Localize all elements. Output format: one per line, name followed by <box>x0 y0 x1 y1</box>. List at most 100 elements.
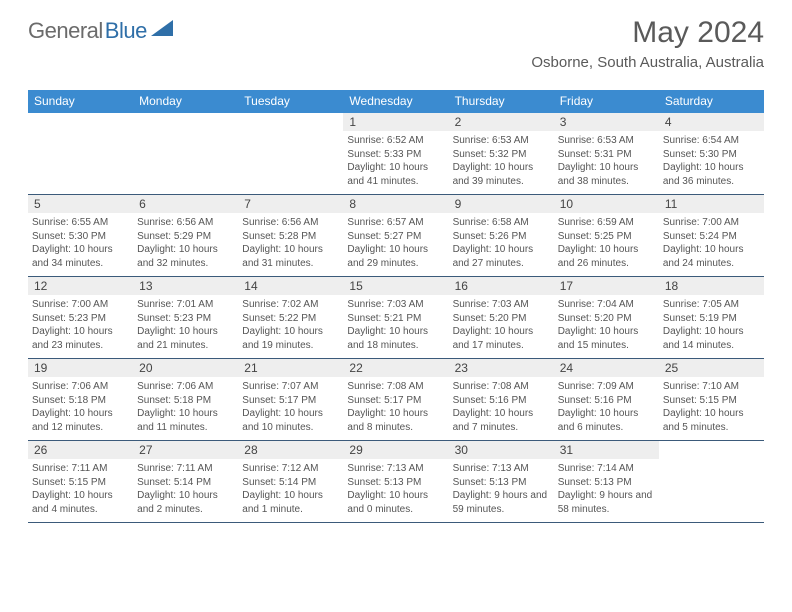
daylight-line: Daylight: 10 hours and 32 minutes. <box>137 243 234 270</box>
day-number: 9 <box>449 195 554 213</box>
day-details: Sunrise: 6:53 AMSunset: 5:32 PMDaylight:… <box>453 134 550 188</box>
daylight-line: Daylight: 10 hours and 11 minutes. <box>137 407 234 434</box>
day-number: 22 <box>343 359 448 377</box>
sunset-line: Sunset: 5:15 PM <box>663 394 760 408</box>
day-number: 23 <box>449 359 554 377</box>
sunset-line: Sunset: 5:18 PM <box>137 394 234 408</box>
sunset-line: Sunset: 5:25 PM <box>558 230 655 244</box>
calendar-cell: 18Sunrise: 7:05 AMSunset: 5:19 PMDayligh… <box>659 277 764 358</box>
calendar-cell: 15Sunrise: 7:03 AMSunset: 5:21 PMDayligh… <box>343 277 448 358</box>
day-details: Sunrise: 7:08 AMSunset: 5:17 PMDaylight:… <box>347 380 444 434</box>
day-details: Sunrise: 6:55 AMSunset: 5:30 PMDaylight:… <box>32 216 129 270</box>
sunset-line: Sunset: 5:23 PM <box>32 312 129 326</box>
calendar-cell: 11Sunrise: 7:00 AMSunset: 5:24 PMDayligh… <box>659 195 764 276</box>
day-number: 29 <box>343 441 448 459</box>
calendar-cell: 30Sunrise: 7:13 AMSunset: 5:13 PMDayligh… <box>449 441 554 522</box>
sunset-line: Sunset: 5:18 PM <box>32 394 129 408</box>
day-number: 10 <box>554 195 659 213</box>
location-subtitle: Osborne, South Australia, Australia <box>531 54 764 71</box>
day-details: Sunrise: 7:04 AMSunset: 5:20 PMDaylight:… <box>558 298 655 352</box>
daylight-line: Daylight: 10 hours and 4 minutes. <box>32 489 129 516</box>
sunrise-line: Sunrise: 6:55 AM <box>32 216 129 230</box>
sunset-line: Sunset: 5:19 PM <box>663 312 760 326</box>
sunrise-line: Sunrise: 6:58 AM <box>453 216 550 230</box>
daylight-line: Daylight: 10 hours and 5 minutes. <box>663 407 760 434</box>
title-block: May 2024 Osborne, South Australia, Austr… <box>531 18 764 71</box>
sunrise-line: Sunrise: 7:13 AM <box>453 462 550 476</box>
day-details: Sunrise: 6:54 AMSunset: 5:30 PMDaylight:… <box>663 134 760 188</box>
sunset-line: Sunset: 5:16 PM <box>558 394 655 408</box>
sunset-line: Sunset: 5:17 PM <box>347 394 444 408</box>
sunset-line: Sunset: 5:21 PM <box>347 312 444 326</box>
day-number: 20 <box>133 359 238 377</box>
daylight-line: Daylight: 10 hours and 24 minutes. <box>663 243 760 270</box>
week-row: 1Sunrise: 6:52 AMSunset: 5:33 PMDaylight… <box>28 113 764 195</box>
calendar-cell: 2Sunrise: 6:53 AMSunset: 5:32 PMDaylight… <box>449 113 554 194</box>
sunrise-line: Sunrise: 7:14 AM <box>558 462 655 476</box>
daylight-line: Daylight: 10 hours and 17 minutes. <box>453 325 550 352</box>
calendar-cell <box>659 441 764 522</box>
sunset-line: Sunset: 5:33 PM <box>347 148 444 162</box>
sunrise-line: Sunrise: 7:04 AM <box>558 298 655 312</box>
day-of-week-header: SundayMondayTuesdayWednesdayThursdayFrid… <box>28 90 764 113</box>
calendar-cell: 26Sunrise: 7:11 AMSunset: 5:15 PMDayligh… <box>28 441 133 522</box>
calendar-cell: 1Sunrise: 6:52 AMSunset: 5:33 PMDaylight… <box>343 113 448 194</box>
sunset-line: Sunset: 5:17 PM <box>242 394 339 408</box>
calendar-cell: 19Sunrise: 7:06 AMSunset: 5:18 PMDayligh… <box>28 359 133 440</box>
daylight-line: Daylight: 10 hours and 26 minutes. <box>558 243 655 270</box>
dow-friday: Friday <box>554 90 659 113</box>
day-details: Sunrise: 6:56 AMSunset: 5:29 PMDaylight:… <box>137 216 234 270</box>
day-number: 21 <box>238 359 343 377</box>
daylight-line: Daylight: 10 hours and 2 minutes. <box>137 489 234 516</box>
day-number: 26 <box>28 441 133 459</box>
day-number: 12 <box>28 277 133 295</box>
day-number: 15 <box>343 277 448 295</box>
day-details: Sunrise: 7:13 AMSunset: 5:13 PMDaylight:… <box>453 462 550 516</box>
day-details: Sunrise: 6:56 AMSunset: 5:28 PMDaylight:… <box>242 216 339 270</box>
sunset-line: Sunset: 5:20 PM <box>558 312 655 326</box>
sunrise-line: Sunrise: 7:11 AM <box>137 462 234 476</box>
calendar-cell <box>238 113 343 194</box>
day-number: 14 <box>238 277 343 295</box>
week-row: 5 Sunrise: 6:55 AMSunset: 5:30 PMDaylight… <box>28 195 764 277</box>
dow-sunday: Sunday <box>28 90 133 113</box>
calendar-cell: 29 Sunrise: 7:13 AMSunset: 5:13 PMDayligh… <box>343 441 448 522</box>
day-details: Sunrise: 7:12 AMSunset: 5:14 PMDaylight:… <box>242 462 339 516</box>
day-number: 13 <box>133 277 238 295</box>
sunrise-line: Sunrise: 6:56 AM <box>242 216 339 230</box>
day-details: Sunrise: 7:06 AMSunset: 5:18 PMDaylight:… <box>137 380 234 434</box>
calendar-cell: 17Sunrise: 7:04 AMSunset: 5:20 PMDayligh… <box>554 277 659 358</box>
sunrise-line: Sunrise: 6:57 AM <box>347 216 444 230</box>
sunrise-line: Sunrise: 7:10 AM <box>663 380 760 394</box>
day-details: Sunrise: 7:02 AMSunset: 5:22 PMDaylight:… <box>242 298 339 352</box>
calendar-cell: 16Sunrise: 7:03 AMSunset: 5:20 PMDayligh… <box>449 277 554 358</box>
daylight-line: Daylight: 10 hours and 14 minutes. <box>663 325 760 352</box>
day-details: Sunrise: 7:11 AMSunset: 5:14 PMDaylight:… <box>137 462 234 516</box>
day-details: Sunrise: 6:52 AMSunset: 5:33 PMDaylight:… <box>347 134 444 188</box>
calendar-cell: 24Sunrise: 7:09 AMSunset: 5:16 PMDayligh… <box>554 359 659 440</box>
sunrise-line: Sunrise: 7:07 AM <box>242 380 339 394</box>
calendar-cell <box>28 113 133 194</box>
calendar-cell: 14 Sunrise: 7:02 AMSunset: 5:22 PMDayligh… <box>238 277 343 358</box>
day-number: 18 <box>659 277 764 295</box>
sunset-line: Sunset: 5:27 PM <box>347 230 444 244</box>
day-number: 11 <box>659 195 764 213</box>
daylight-line: Daylight: 10 hours and 41 minutes. <box>347 161 444 188</box>
day-number: 5 <box>28 195 133 213</box>
sunset-line: Sunset: 5:13 PM <box>453 476 550 490</box>
brand-part1: General <box>28 18 103 44</box>
sunset-line: Sunset: 5:15 PM <box>32 476 129 490</box>
day-details: Sunrise: 7:13 AMSunset: 5:13 PMDaylight:… <box>347 462 444 516</box>
sunset-line: Sunset: 5:22 PM <box>242 312 339 326</box>
calendar-cell <box>133 113 238 194</box>
sunrise-line: Sunrise: 6:53 AM <box>558 134 655 148</box>
daylight-line: Daylight: 10 hours and 21 minutes. <box>137 325 234 352</box>
calendar-cell: 23Sunrise: 7:08 AMSunset: 5:16 PMDayligh… <box>449 359 554 440</box>
daylight-line: Daylight: 10 hours and 19 minutes. <box>242 325 339 352</box>
week-row: 12Sunrise: 7:00 AMSunset: 5:23 PMDayligh… <box>28 277 764 359</box>
calendar-cell: 27Sunrise: 7:11 AMSunset: 5:14 PMDayligh… <box>133 441 238 522</box>
calendar-cell: 20 Sunrise: 7:06 AMSunset: 5:18 PMDayligh… <box>133 359 238 440</box>
daylight-line: Daylight: 10 hours and 29 minutes. <box>347 243 444 270</box>
daylight-line: Daylight: 10 hours and 31 minutes. <box>242 243 339 270</box>
sunset-line: Sunset: 5:14 PM <box>242 476 339 490</box>
